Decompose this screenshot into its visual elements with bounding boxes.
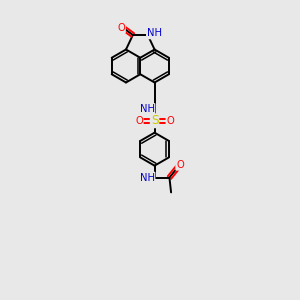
Text: NH: NH: [140, 172, 154, 182]
Text: S: S: [151, 114, 158, 127]
Text: O: O: [166, 116, 174, 126]
Text: NH: NH: [147, 28, 162, 38]
Text: O: O: [117, 22, 125, 33]
Text: O: O: [176, 160, 184, 170]
Text: O: O: [135, 116, 143, 126]
Text: NH: NH: [140, 104, 154, 114]
